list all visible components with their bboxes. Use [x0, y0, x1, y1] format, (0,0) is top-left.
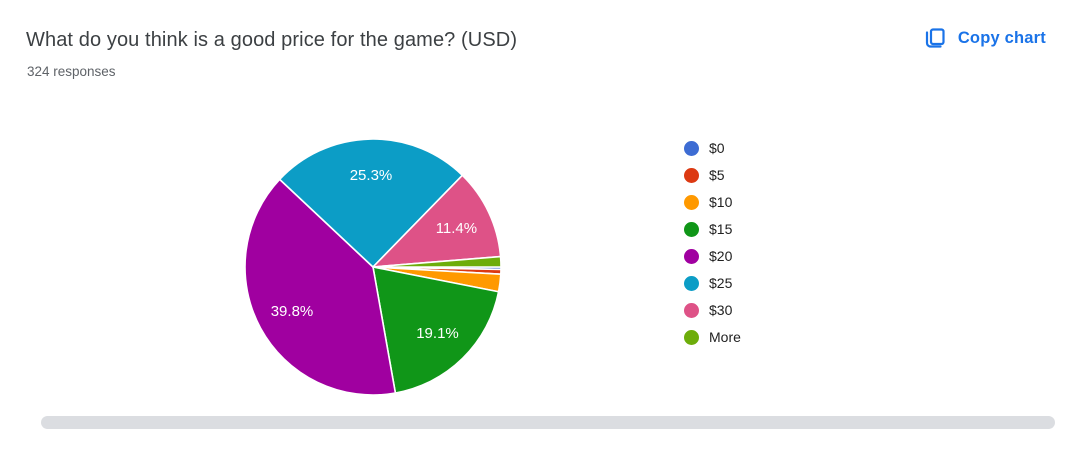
legend-color-dot: [684, 194, 699, 210]
responses-count: 324 responses: [27, 64, 116, 79]
question-title: What do you think is a good price for th…: [26, 29, 518, 51]
legend-color-dot: [684, 302, 699, 318]
legend-color-dot: [684, 275, 699, 291]
pie-slice-15: [372, 266, 500, 394]
copy-chart-button[interactable]: Copy chart: [921, 22, 1048, 54]
legend-item: $15: [684, 221, 741, 237]
legend-item-label: $25: [709, 275, 733, 291]
chart-legend: $0 $5 $10 $15 $20 $25 $30 More: [684, 140, 741, 345]
legend-item: $10: [684, 194, 741, 210]
legend-item-label: More: [709, 329, 741, 345]
legend-item-label: $10: [709, 194, 733, 210]
legend-item-label: $30: [709, 302, 733, 318]
pie-chart: 19.1% 39.8% 25.3% 11.4%: [244, 138, 502, 396]
pie-slice-20: [244, 178, 397, 396]
legend-color-dot: [684, 221, 699, 237]
legend-item: $0: [684, 140, 741, 156]
pie-slice-more: [372, 255, 502, 268]
legend-item: $25: [684, 275, 741, 291]
pie-slice-25: [278, 138, 464, 268]
legend-item: $20: [684, 248, 741, 264]
legend-item-label: $0: [709, 140, 725, 156]
pie-slice-percentage-label: 39.8%: [271, 303, 314, 320]
legend-color-dot: [684, 167, 699, 183]
copy-chart-label: Copy chart: [957, 28, 1046, 47]
legend-item-label: $20: [709, 248, 733, 264]
legend-color-dot: [684, 140, 699, 156]
legend-color-dot: [684, 329, 699, 345]
legend-color-dot: [684, 248, 699, 264]
pie-slice-percentage-label: 11.4%: [436, 220, 477, 237]
pie-slice-percentage-label: 25.3%: [350, 167, 393, 184]
legend-item-label: $5: [709, 167, 725, 183]
pie-slice-30: [372, 174, 502, 268]
legend-item: More: [684, 329, 741, 345]
legend-item-label: $15: [709, 221, 733, 237]
legend-item: $30: [684, 302, 741, 318]
pie-slice-percentage-label: 19.1%: [416, 325, 459, 342]
horizontal-scrollbar-thumb[interactable]: [41, 416, 1055, 429]
legend-item: $5: [684, 167, 741, 183]
copy-icon: [923, 26, 947, 50]
